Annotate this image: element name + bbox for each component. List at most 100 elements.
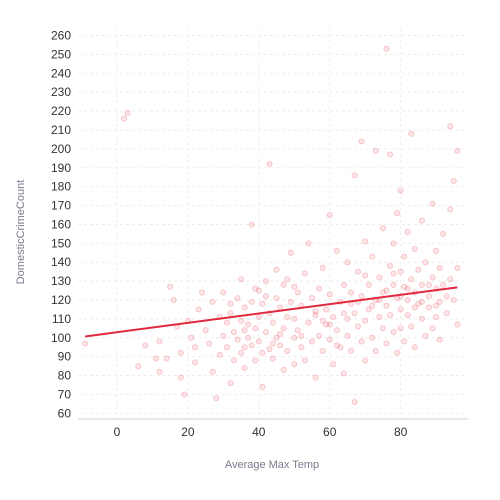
data-point (326, 211, 333, 218)
data-point (312, 374, 319, 381)
data-point (316, 285, 323, 292)
y-tick-label: 120 (51, 293, 71, 307)
data-point (429, 200, 436, 207)
data-point (425, 304, 432, 311)
data-point (227, 300, 234, 307)
data-point (365, 306, 372, 313)
data-point (401, 283, 408, 290)
data-point (323, 321, 330, 328)
data-point (273, 266, 280, 273)
data-point (397, 187, 404, 194)
data-point (390, 240, 397, 247)
data-point (248, 298, 255, 305)
data-point (394, 210, 401, 217)
y-tick-label: 100 (51, 331, 71, 345)
data-point (323, 306, 330, 313)
data-point (447, 276, 454, 283)
data-point (223, 344, 230, 351)
data-point (252, 325, 259, 332)
data-point (255, 287, 262, 294)
data-point (156, 338, 163, 345)
data-point (379, 325, 386, 332)
data-point (383, 45, 390, 52)
y-axis-label: DomesticCrimeCount (15, 180, 27, 285)
data-point (383, 302, 390, 309)
data-point (262, 293, 269, 300)
data-point (262, 329, 269, 336)
data-point (238, 317, 245, 324)
data-point (213, 395, 220, 402)
data-point (287, 298, 294, 305)
data-point (351, 172, 358, 179)
data-point (255, 338, 262, 345)
data-point (291, 334, 298, 341)
data-point (418, 298, 425, 305)
data-point (195, 306, 202, 313)
data-point (386, 312, 393, 319)
data-point (202, 327, 209, 334)
data-point (351, 310, 358, 317)
data-point (404, 228, 411, 235)
data-point (408, 276, 415, 283)
data-point (340, 310, 347, 317)
y-tick-label: 130 (51, 274, 71, 288)
trend-line (84, 286, 458, 338)
y-tick-label: 220 (51, 104, 71, 118)
data-point (209, 368, 216, 375)
data-point (269, 355, 276, 362)
y-tick-label: 60 (58, 406, 72, 420)
data-point (355, 323, 362, 330)
data-point (415, 266, 422, 273)
data-point (333, 327, 340, 334)
data-point (163, 355, 170, 362)
data-point (188, 334, 195, 341)
data-point (344, 259, 351, 266)
data-point (397, 306, 404, 313)
data-point (248, 221, 255, 228)
data-point (386, 151, 393, 158)
data-point (422, 332, 429, 339)
data-point (440, 230, 447, 237)
y-tick-label: 230 (51, 85, 71, 99)
data-point (124, 110, 131, 117)
x-axis-label: Average Max Temp (225, 459, 319, 471)
data-point (152, 355, 159, 362)
data-point (121, 115, 128, 122)
data-point (170, 296, 177, 303)
data-point (411, 245, 418, 252)
data-point (230, 357, 237, 364)
data-point (376, 274, 383, 281)
data-point (230, 329, 237, 336)
data-point (269, 340, 276, 347)
data-point (372, 347, 379, 354)
data-point (273, 295, 280, 302)
data-point (411, 344, 418, 351)
data-point (425, 293, 432, 300)
y-tick-label: 180 (51, 180, 71, 194)
y-tick-label: 200 (51, 142, 71, 156)
data-point (245, 334, 252, 341)
data-point (418, 281, 425, 288)
data-point (390, 270, 397, 277)
data-point (397, 325, 404, 332)
y-tick-label: 90 (58, 350, 72, 364)
data-point (383, 287, 390, 294)
data-point (333, 342, 340, 349)
data-point (390, 281, 397, 288)
data-point (191, 344, 198, 351)
data-point (248, 342, 255, 349)
data-point (294, 327, 301, 334)
data-point (284, 276, 291, 283)
y-tick-label: 190 (51, 161, 71, 175)
y-tick-label: 70 (58, 387, 72, 401)
data-point (241, 327, 248, 334)
data-point (177, 349, 184, 356)
x-tick-label: 0 (114, 425, 121, 439)
data-point (433, 302, 440, 309)
data-point (454, 321, 461, 328)
data-point (347, 289, 354, 296)
data-point (443, 310, 450, 317)
data-point (429, 325, 436, 332)
data-point (330, 361, 337, 368)
